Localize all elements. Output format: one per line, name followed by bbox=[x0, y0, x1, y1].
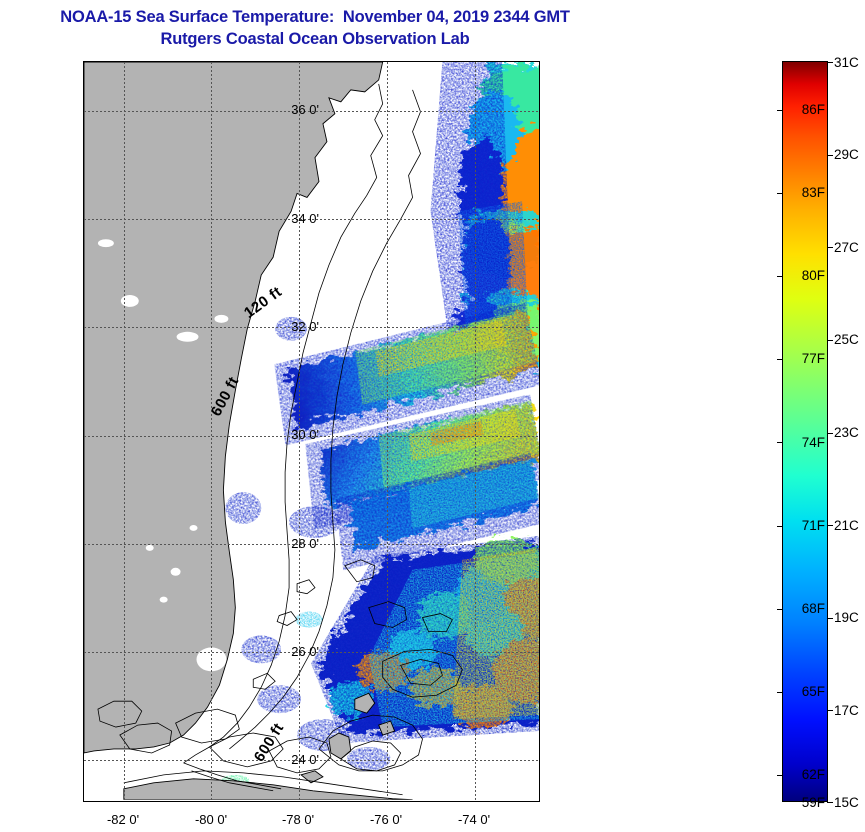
cb-label-59f: 59F bbox=[801, 795, 825, 810]
cb-tick-65f bbox=[777, 692, 783, 694]
cb-label-31c: 31C bbox=[834, 55, 859, 70]
graticule-layer bbox=[84, 62, 539, 801]
cb-label-71f: 71F bbox=[801, 518, 825, 533]
cb-label-21c: 21C bbox=[834, 518, 859, 533]
cb-tick-71f bbox=[777, 525, 783, 527]
lat-label-28: 28 0' bbox=[291, 536, 319, 551]
cb-tick-68f bbox=[777, 608, 783, 610]
cb-tick-80f bbox=[777, 275, 783, 277]
cb-tick-17c bbox=[827, 710, 833, 712]
cb-tick-62f bbox=[777, 775, 783, 777]
cb-tick-15c bbox=[827, 802, 833, 803]
cb-label-83f: 83F bbox=[801, 185, 825, 200]
cb-tick-86f bbox=[777, 109, 783, 111]
cb-label-29c: 29C bbox=[834, 147, 859, 162]
sst-raster-layer bbox=[84, 62, 539, 800]
cb-tick-83f bbox=[777, 192, 783, 194]
cb-tick-19c bbox=[827, 617, 833, 619]
page-title: NOAA-15 Sea Surface Temperature: Novembe… bbox=[0, 6, 630, 50]
lat-label-24: 24 0' bbox=[291, 752, 319, 767]
lon-label--78: -78 0' bbox=[281, 812, 315, 827]
cb-label-27c: 27C bbox=[834, 240, 859, 255]
bathymetry-contours bbox=[97, 83, 463, 796]
sst-map[interactable]: 120 ft 600 ft 600 ft bbox=[83, 61, 540, 802]
cb-label-17c: 17C bbox=[834, 703, 859, 718]
cb-tick-25c bbox=[827, 339, 833, 341]
cb-label-80f: 80F bbox=[801, 268, 825, 283]
cb-label-68f: 68F bbox=[801, 601, 825, 616]
cb-label-74f: 74F bbox=[801, 435, 825, 450]
cb-label-86f: 86F bbox=[801, 102, 825, 117]
lon-label--82: -82 0' bbox=[106, 812, 140, 827]
lat-label-32: 32 0' bbox=[291, 319, 319, 334]
lat-label-30: 30 0' bbox=[291, 427, 319, 442]
cb-tick-27c bbox=[827, 247, 833, 249]
cb-label-77f: 77F bbox=[801, 351, 825, 366]
title-line-1: NOAA-15 Sea Surface Temperature: Novembe… bbox=[60, 8, 570, 26]
cb-tick-21c bbox=[827, 525, 833, 527]
cb-label-25c: 25C bbox=[834, 332, 859, 347]
lon-label--74: -74 0' bbox=[457, 812, 491, 827]
lat-label-26: 26 0' bbox=[291, 644, 319, 659]
cb-tick-23c bbox=[827, 432, 833, 434]
cb-label-15c: 15C bbox=[834, 795, 859, 810]
lat-label-36: 36 0' bbox=[291, 102, 319, 117]
colorbar-gradient bbox=[783, 62, 827, 801]
cb-label-19c: 19C bbox=[834, 610, 859, 625]
land-polygons bbox=[84, 62, 413, 800]
temperature-colorbar[interactable] bbox=[777, 61, 833, 803]
cb-label-23c: 23C bbox=[834, 425, 859, 440]
lon-label--80: -80 0' bbox=[194, 812, 228, 827]
lon-label--76: -76 0' bbox=[369, 812, 403, 827]
lat-label-34: 34 0' bbox=[291, 211, 319, 226]
cb-label-62f: 62F bbox=[801, 767, 825, 782]
cb-tick-31c bbox=[827, 62, 833, 63]
cb-label-65f: 65F bbox=[801, 684, 825, 699]
cb-tick-29c bbox=[827, 154, 833, 156]
title-line-2: Rutgers Coastal Ocean Observation Lab bbox=[160, 30, 470, 48]
cb-tick-77f bbox=[777, 359, 783, 361]
cb-tick-74f bbox=[777, 442, 783, 444]
